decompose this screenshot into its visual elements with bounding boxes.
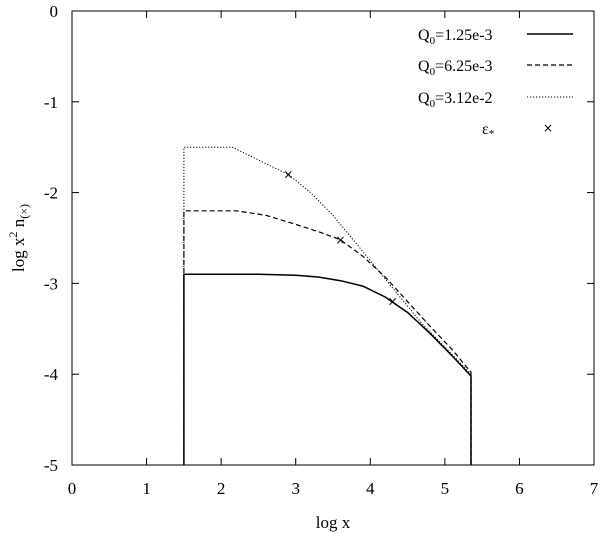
- x-axis-label: log x: [316, 513, 351, 532]
- legend-label-3: Q0=3.12e-2: [418, 90, 493, 110]
- y-tick-label: -1: [44, 93, 58, 112]
- legend-label-sub: 0: [430, 98, 436, 110]
- legend-label-sub: *: [489, 128, 495, 140]
- x-tick-label: 4: [366, 479, 375, 498]
- legend-label-tail: =1.25e-3: [435, 27, 492, 44]
- y-tick-label: -3: [44, 274, 58, 293]
- legend-label-2: Q0=6.25e-3: [418, 58, 493, 78]
- legend-label-main: Q: [418, 90, 430, 107]
- y-axis-label-sub: (×): [17, 204, 31, 219]
- legend-label-markers: ε*: [482, 121, 494, 140]
- plot-frame: [71, 10, 595, 466]
- marker-layer: × × ×: [283, 167, 397, 308]
- y-axis-label-sup: 2: [6, 232, 20, 238]
- x-tick-label: 3: [291, 479, 300, 498]
- legend: Q0=1.25e-3Q0=6.25e-3Q0=3.12e-2ε* ×: [418, 27, 573, 140]
- x-tick-label: 5: [441, 479, 450, 498]
- legend-label-main: Q: [418, 58, 430, 75]
- series-layer: [183, 146, 472, 465]
- y-axis-label-tail: n: [9, 218, 28, 231]
- axis-ticks: 0 1 2 3 4 5 6 7 0 -1 -2 -3 -4 -5: [44, 2, 599, 498]
- y-tick-label: 0: [50, 2, 59, 21]
- series-line-2: [183, 210, 472, 465]
- marker-point-3: ×: [283, 167, 293, 181]
- legend-label-sub: 0: [430, 66, 436, 78]
- legend-label-tail: =6.25e-3: [435, 58, 492, 75]
- series-line-3: [183, 146, 472, 465]
- y-axis-label: log x2 n(×): [6, 204, 31, 272]
- x-tick-label: 1: [142, 479, 151, 498]
- marker-point-1: ×: [388, 295, 398, 309]
- legend-label-main: Q: [418, 27, 430, 44]
- x-tick-label: 2: [217, 479, 226, 498]
- y-tick-label: -2: [44, 184, 58, 203]
- legend-label-main: ε: [482, 121, 489, 138]
- y-tick-label: -5: [44, 456, 58, 475]
- marker-point-2: ×: [335, 233, 345, 247]
- y-axis-label-main: log x: [9, 237, 28, 272]
- x-tick-label: 0: [68, 479, 77, 498]
- legend-label-1: Q0=1.25e-3: [418, 27, 493, 47]
- legend-label-tail: =3.12e-2: [435, 90, 492, 107]
- x-tick-label: 6: [515, 479, 524, 498]
- y-tick-label: -4: [44, 365, 59, 384]
- legend-label-sub: 0: [430, 35, 436, 47]
- legend-swatch-markers: ×: [543, 121, 553, 135]
- series-line-1: [183, 273, 472, 465]
- x-tick-label: 7: [590, 479, 599, 498]
